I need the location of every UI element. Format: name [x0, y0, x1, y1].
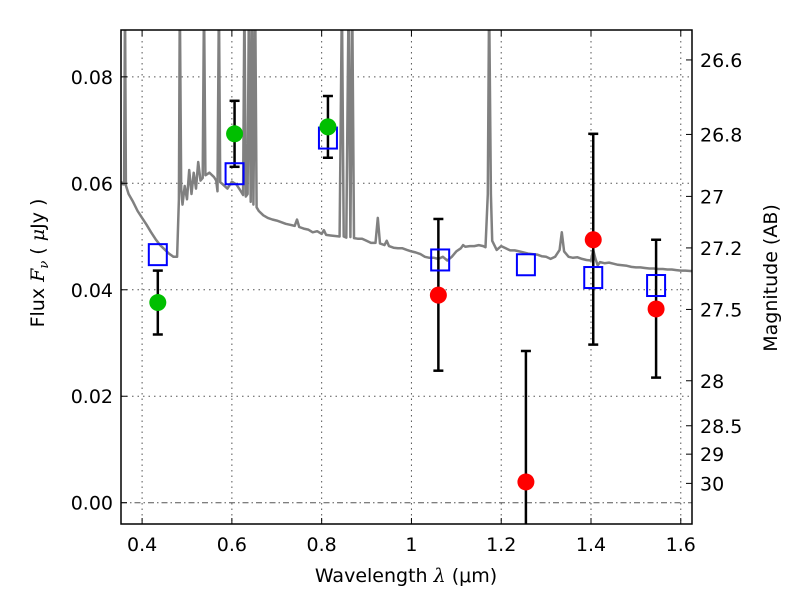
observed-flux-points: [149, 118, 665, 491]
y-tick-label: 0.06: [71, 173, 113, 195]
detection-point: [226, 125, 244, 143]
model-photometry-square: [147, 243, 168, 267]
y2-tick-label: 26.8: [700, 124, 742, 146]
x-axis-label: Wavelength λ (μm): [315, 565, 497, 587]
model-photometry-square: [583, 266, 604, 290]
y2-axis-ticks: 26.6 26.8 27 27.2 27.5 28 28.5 29 30: [686, 50, 742, 495]
model-photometry-square: [430, 248, 451, 272]
y2-tick-label: 27.5: [700, 299, 742, 321]
plot-background: [121, 30, 692, 524]
y2-tick-label: 28.5: [700, 416, 742, 438]
x-tick-label: 0.4: [127, 534, 157, 556]
plot-frame: [120, 29, 693, 525]
x-axis-ticks: 0.4 0.6 0.8 1 1.2 1.4 1.6: [127, 30, 696, 556]
y2-axis-label: Magnitude (AB): [760, 204, 782, 352]
y-axis-ticks: 0.00 0.02 0.04 0.06 0.08: [71, 67, 127, 515]
y2-tick-label: 28: [700, 371, 724, 393]
x-tick-label: 1.2: [486, 534, 516, 556]
model-photometry-square: [646, 274, 667, 298]
y-tick-label: 0.00: [71, 493, 113, 515]
y2-tick-label: 27: [700, 186, 724, 208]
y-tick-label: 0.04: [71, 280, 113, 302]
model-spectrum-line: [121, 30, 692, 273]
y-tick-label: 0.02: [71, 386, 113, 408]
nondetection-point: [647, 300, 665, 318]
y2-tick-label: 30: [700, 473, 724, 495]
x-tick-label: 0.6: [217, 534, 247, 556]
model-photometry-squares: [147, 126, 667, 298]
detection-point: [319, 118, 337, 136]
nondetection-point: [517, 473, 535, 491]
nondetection-point: [584, 231, 602, 249]
y2-tick-label: 26.6: [700, 50, 742, 72]
x-tick-label: 0.8: [307, 534, 337, 556]
x-tick-label: 1: [405, 534, 417, 556]
x-tick-label: 1.4: [576, 534, 606, 556]
y-tick-label: 0.08: [71, 67, 113, 89]
detection-point: [149, 294, 167, 312]
y2-tick-label: 27.2: [700, 238, 742, 260]
y2-tick-label: 29: [700, 444, 724, 466]
y-axis-label: Flux Fν ( μJy ): [27, 199, 52, 328]
nondetection-point: [429, 286, 447, 304]
x-tick-label: 1.6: [666, 534, 696, 556]
model-photometry-square: [515, 253, 536, 277]
model-photometry-square: [224, 162, 245, 186]
